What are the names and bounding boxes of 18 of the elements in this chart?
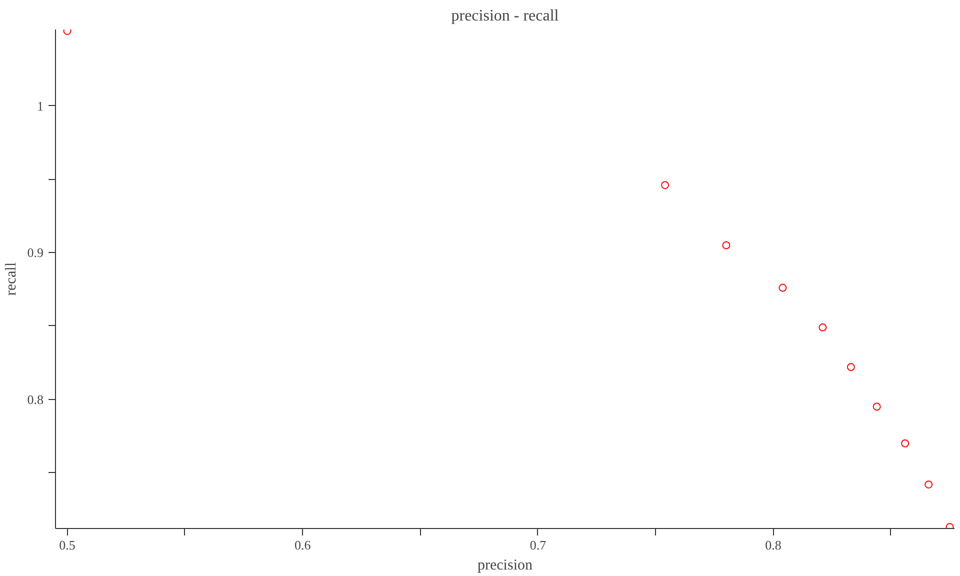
chart-title: precision - recall <box>451 8 560 24</box>
point <box>901 439 910 448</box>
y-axis-title: recall <box>3 262 20 296</box>
point <box>872 402 881 411</box>
point <box>722 241 730 250</box>
y-tick-label: 0.8 <box>27 392 44 407</box>
point <box>924 480 933 488</box>
point <box>818 323 827 332</box>
x-tick-label: 0.6 <box>294 538 312 552</box>
y-tick-label: 0.9 <box>27 245 44 260</box>
x-tick-label: 0.7 <box>530 538 547 552</box>
point <box>846 363 855 372</box>
y-tick-label: 1 <box>37 98 44 114</box>
x-tick-label: 0.8 <box>765 538 782 552</box>
point <box>778 284 787 292</box>
x-tick-label: 0.5 <box>59 538 76 552</box>
x-axis-title: precision <box>478 558 533 574</box>
point <box>661 181 670 190</box>
